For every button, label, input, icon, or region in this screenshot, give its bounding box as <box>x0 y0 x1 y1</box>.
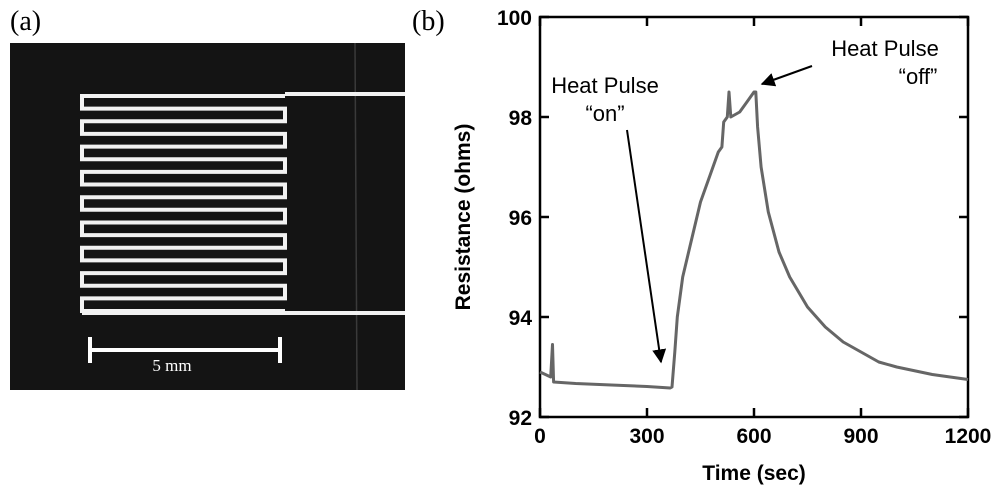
x-axis-label: Time (sec) <box>702 462 806 485</box>
y-tick-label: 94 <box>509 307 533 330</box>
photo <box>10 43 405 390</box>
y-tick-label: 100 <box>497 7 532 30</box>
y-tick-label: 96 <box>509 207 532 230</box>
scale-bar-label: 5 mm <box>152 356 191 375</box>
x-tick-label: 600 <box>736 425 771 448</box>
arrow <box>760 65 813 87</box>
annotation: “on” <box>585 101 624 126</box>
data-line <box>539 90 969 390</box>
x-tick-label: 900 <box>843 425 878 448</box>
photo-streak <box>354 42 358 391</box>
scale-bar <box>88 337 282 363</box>
annotation: Heat Pulse <box>551 73 659 98</box>
y-axis-label: Resistance (ohms) <box>452 124 475 311</box>
annotation: Heat Pulse <box>831 36 939 61</box>
y-tick-label: 98 <box>509 107 533 130</box>
heater-trace <box>80 94 287 313</box>
x-tick-label: 300 <box>629 425 664 448</box>
x-tick-label: 1200 <box>945 425 992 448</box>
panel-label: (a) <box>10 6 41 37</box>
arrow <box>626 129 667 364</box>
x-tick-label: 0 <box>534 425 546 448</box>
panel-label: (b) <box>412 6 445 37</box>
annotation: “off” <box>899 64 938 89</box>
y-tick-label: 92 <box>509 407 532 430</box>
